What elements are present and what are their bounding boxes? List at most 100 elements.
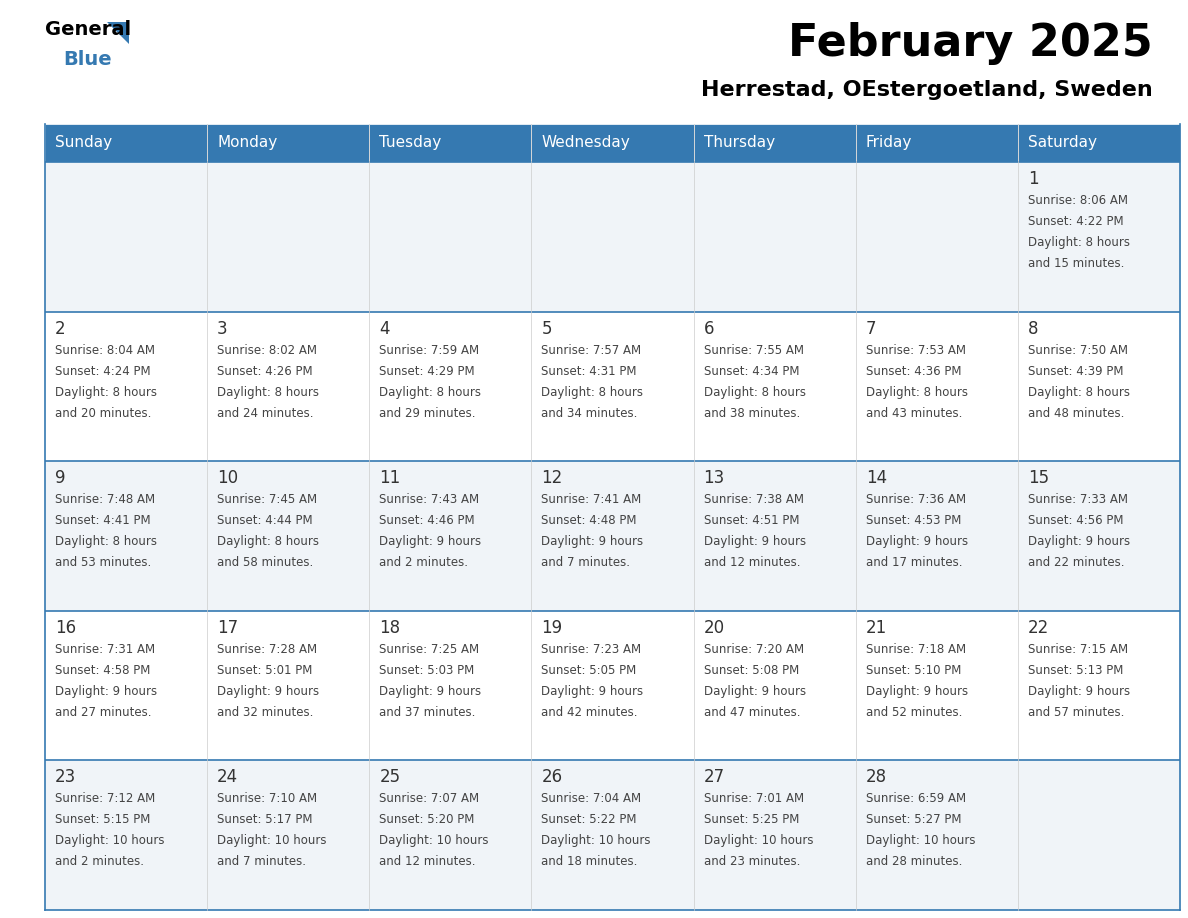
Bar bbox=[45, 461, 207, 610]
Text: and 20 minutes.: and 20 minutes. bbox=[55, 407, 151, 420]
Text: 13: 13 bbox=[703, 469, 725, 487]
Bar bbox=[1018, 610, 1180, 760]
Text: Daylight: 8 hours: Daylight: 8 hours bbox=[866, 386, 968, 398]
Text: February 2025: February 2025 bbox=[789, 22, 1154, 65]
Text: Sunset: 5:15 PM: Sunset: 5:15 PM bbox=[55, 813, 151, 826]
Text: Daylight: 9 hours: Daylight: 9 hours bbox=[542, 535, 644, 548]
Text: Sunrise: 7:45 AM: Sunrise: 7:45 AM bbox=[217, 493, 317, 506]
Text: Blue: Blue bbox=[63, 50, 112, 69]
Bar bbox=[531, 610, 694, 760]
Text: Daylight: 9 hours: Daylight: 9 hours bbox=[542, 685, 644, 698]
Text: and 42 minutes.: and 42 minutes. bbox=[542, 706, 638, 719]
Text: Monday: Monday bbox=[217, 136, 277, 151]
Text: Sunrise: 7:07 AM: Sunrise: 7:07 AM bbox=[379, 792, 480, 805]
Bar bbox=[855, 760, 1018, 910]
Text: 1: 1 bbox=[1028, 170, 1038, 188]
Text: Sunrise: 7:01 AM: Sunrise: 7:01 AM bbox=[703, 792, 804, 805]
Bar bbox=[694, 311, 855, 461]
Bar bbox=[855, 311, 1018, 461]
Text: Sunset: 4:53 PM: Sunset: 4:53 PM bbox=[866, 514, 961, 527]
Bar bbox=[531, 461, 694, 610]
Text: Sunset: 4:48 PM: Sunset: 4:48 PM bbox=[542, 514, 637, 527]
Bar bbox=[207, 461, 369, 610]
Bar bbox=[369, 461, 531, 610]
Text: Sunset: 4:58 PM: Sunset: 4:58 PM bbox=[55, 664, 151, 677]
Text: Daylight: 9 hours: Daylight: 9 hours bbox=[703, 685, 805, 698]
Text: Sunrise: 7:04 AM: Sunrise: 7:04 AM bbox=[542, 792, 642, 805]
Text: 16: 16 bbox=[55, 619, 76, 637]
Bar bbox=[207, 610, 369, 760]
Text: Daylight: 9 hours: Daylight: 9 hours bbox=[55, 685, 157, 698]
Text: 26: 26 bbox=[542, 768, 563, 787]
Text: Daylight: 10 hours: Daylight: 10 hours bbox=[379, 834, 488, 847]
Text: Thursday: Thursday bbox=[703, 136, 775, 151]
Text: Daylight: 9 hours: Daylight: 9 hours bbox=[1028, 535, 1130, 548]
Text: Sunrise: 7:43 AM: Sunrise: 7:43 AM bbox=[379, 493, 480, 506]
Bar bbox=[45, 162, 207, 311]
Bar bbox=[855, 124, 1018, 162]
Text: Sunset: 4:22 PM: Sunset: 4:22 PM bbox=[1028, 215, 1124, 228]
Text: 20: 20 bbox=[703, 619, 725, 637]
Text: Sunrise: 7:25 AM: Sunrise: 7:25 AM bbox=[379, 643, 480, 655]
Text: and 32 minutes.: and 32 minutes. bbox=[217, 706, 314, 719]
Bar bbox=[1018, 311, 1180, 461]
Text: and 23 minutes.: and 23 minutes. bbox=[703, 856, 800, 868]
Text: 8: 8 bbox=[1028, 319, 1038, 338]
Bar bbox=[369, 124, 531, 162]
Text: Sunrise: 7:33 AM: Sunrise: 7:33 AM bbox=[1028, 493, 1127, 506]
Text: Sunrise: 7:38 AM: Sunrise: 7:38 AM bbox=[703, 493, 803, 506]
Bar bbox=[369, 162, 531, 311]
Text: 27: 27 bbox=[703, 768, 725, 787]
Text: and 52 minutes.: and 52 minutes. bbox=[866, 706, 962, 719]
Text: Daylight: 10 hours: Daylight: 10 hours bbox=[866, 834, 975, 847]
Text: Friday: Friday bbox=[866, 136, 912, 151]
Bar bbox=[531, 124, 694, 162]
Bar bbox=[1018, 760, 1180, 910]
Bar bbox=[1018, 124, 1180, 162]
Bar bbox=[45, 760, 207, 910]
Text: 17: 17 bbox=[217, 619, 239, 637]
Text: Sunset: 4:26 PM: Sunset: 4:26 PM bbox=[217, 364, 312, 377]
Text: and 37 minutes.: and 37 minutes. bbox=[379, 706, 475, 719]
Bar bbox=[531, 311, 694, 461]
Text: Daylight: 9 hours: Daylight: 9 hours bbox=[703, 535, 805, 548]
Bar bbox=[855, 461, 1018, 610]
Text: 14: 14 bbox=[866, 469, 886, 487]
Text: Daylight: 8 hours: Daylight: 8 hours bbox=[55, 535, 157, 548]
Text: Sunset: 5:27 PM: Sunset: 5:27 PM bbox=[866, 813, 961, 826]
Bar bbox=[207, 760, 369, 910]
Bar bbox=[694, 162, 855, 311]
Text: Sunrise: 7:28 AM: Sunrise: 7:28 AM bbox=[217, 643, 317, 655]
Text: Daylight: 9 hours: Daylight: 9 hours bbox=[217, 685, 320, 698]
Text: 22: 22 bbox=[1028, 619, 1049, 637]
Text: and 22 minutes.: and 22 minutes. bbox=[1028, 556, 1124, 569]
Text: Sunset: 4:29 PM: Sunset: 4:29 PM bbox=[379, 364, 475, 377]
Text: Wednesday: Wednesday bbox=[542, 136, 630, 151]
Text: and 34 minutes.: and 34 minutes. bbox=[542, 407, 638, 420]
Text: and 53 minutes.: and 53 minutes. bbox=[55, 556, 151, 569]
Bar bbox=[369, 311, 531, 461]
Text: 24: 24 bbox=[217, 768, 239, 787]
Text: Daylight: 8 hours: Daylight: 8 hours bbox=[217, 535, 320, 548]
Bar bbox=[45, 311, 207, 461]
Text: Sunset: 5:05 PM: Sunset: 5:05 PM bbox=[542, 664, 637, 677]
Text: Saturday: Saturday bbox=[1028, 136, 1097, 151]
Bar bbox=[694, 760, 855, 910]
Bar bbox=[45, 124, 207, 162]
Text: 15: 15 bbox=[1028, 469, 1049, 487]
Text: Sunrise: 8:02 AM: Sunrise: 8:02 AM bbox=[217, 343, 317, 356]
Text: Sunrise: 7:59 AM: Sunrise: 7:59 AM bbox=[379, 343, 480, 356]
Text: and 58 minutes.: and 58 minutes. bbox=[217, 556, 314, 569]
Text: 2: 2 bbox=[55, 319, 65, 338]
Text: Sunset: 5:10 PM: Sunset: 5:10 PM bbox=[866, 664, 961, 677]
Bar bbox=[531, 760, 694, 910]
Text: Daylight: 10 hours: Daylight: 10 hours bbox=[703, 834, 813, 847]
Bar bbox=[207, 311, 369, 461]
Text: Sunrise: 8:06 AM: Sunrise: 8:06 AM bbox=[1028, 194, 1127, 207]
Text: and 12 minutes.: and 12 minutes. bbox=[703, 556, 800, 569]
Text: Sunrise: 7:41 AM: Sunrise: 7:41 AM bbox=[542, 493, 642, 506]
Text: Daylight: 8 hours: Daylight: 8 hours bbox=[217, 386, 320, 398]
Text: 21: 21 bbox=[866, 619, 887, 637]
Text: Sunrise: 7:12 AM: Sunrise: 7:12 AM bbox=[55, 792, 156, 805]
Text: Sunset: 4:41 PM: Sunset: 4:41 PM bbox=[55, 514, 151, 527]
